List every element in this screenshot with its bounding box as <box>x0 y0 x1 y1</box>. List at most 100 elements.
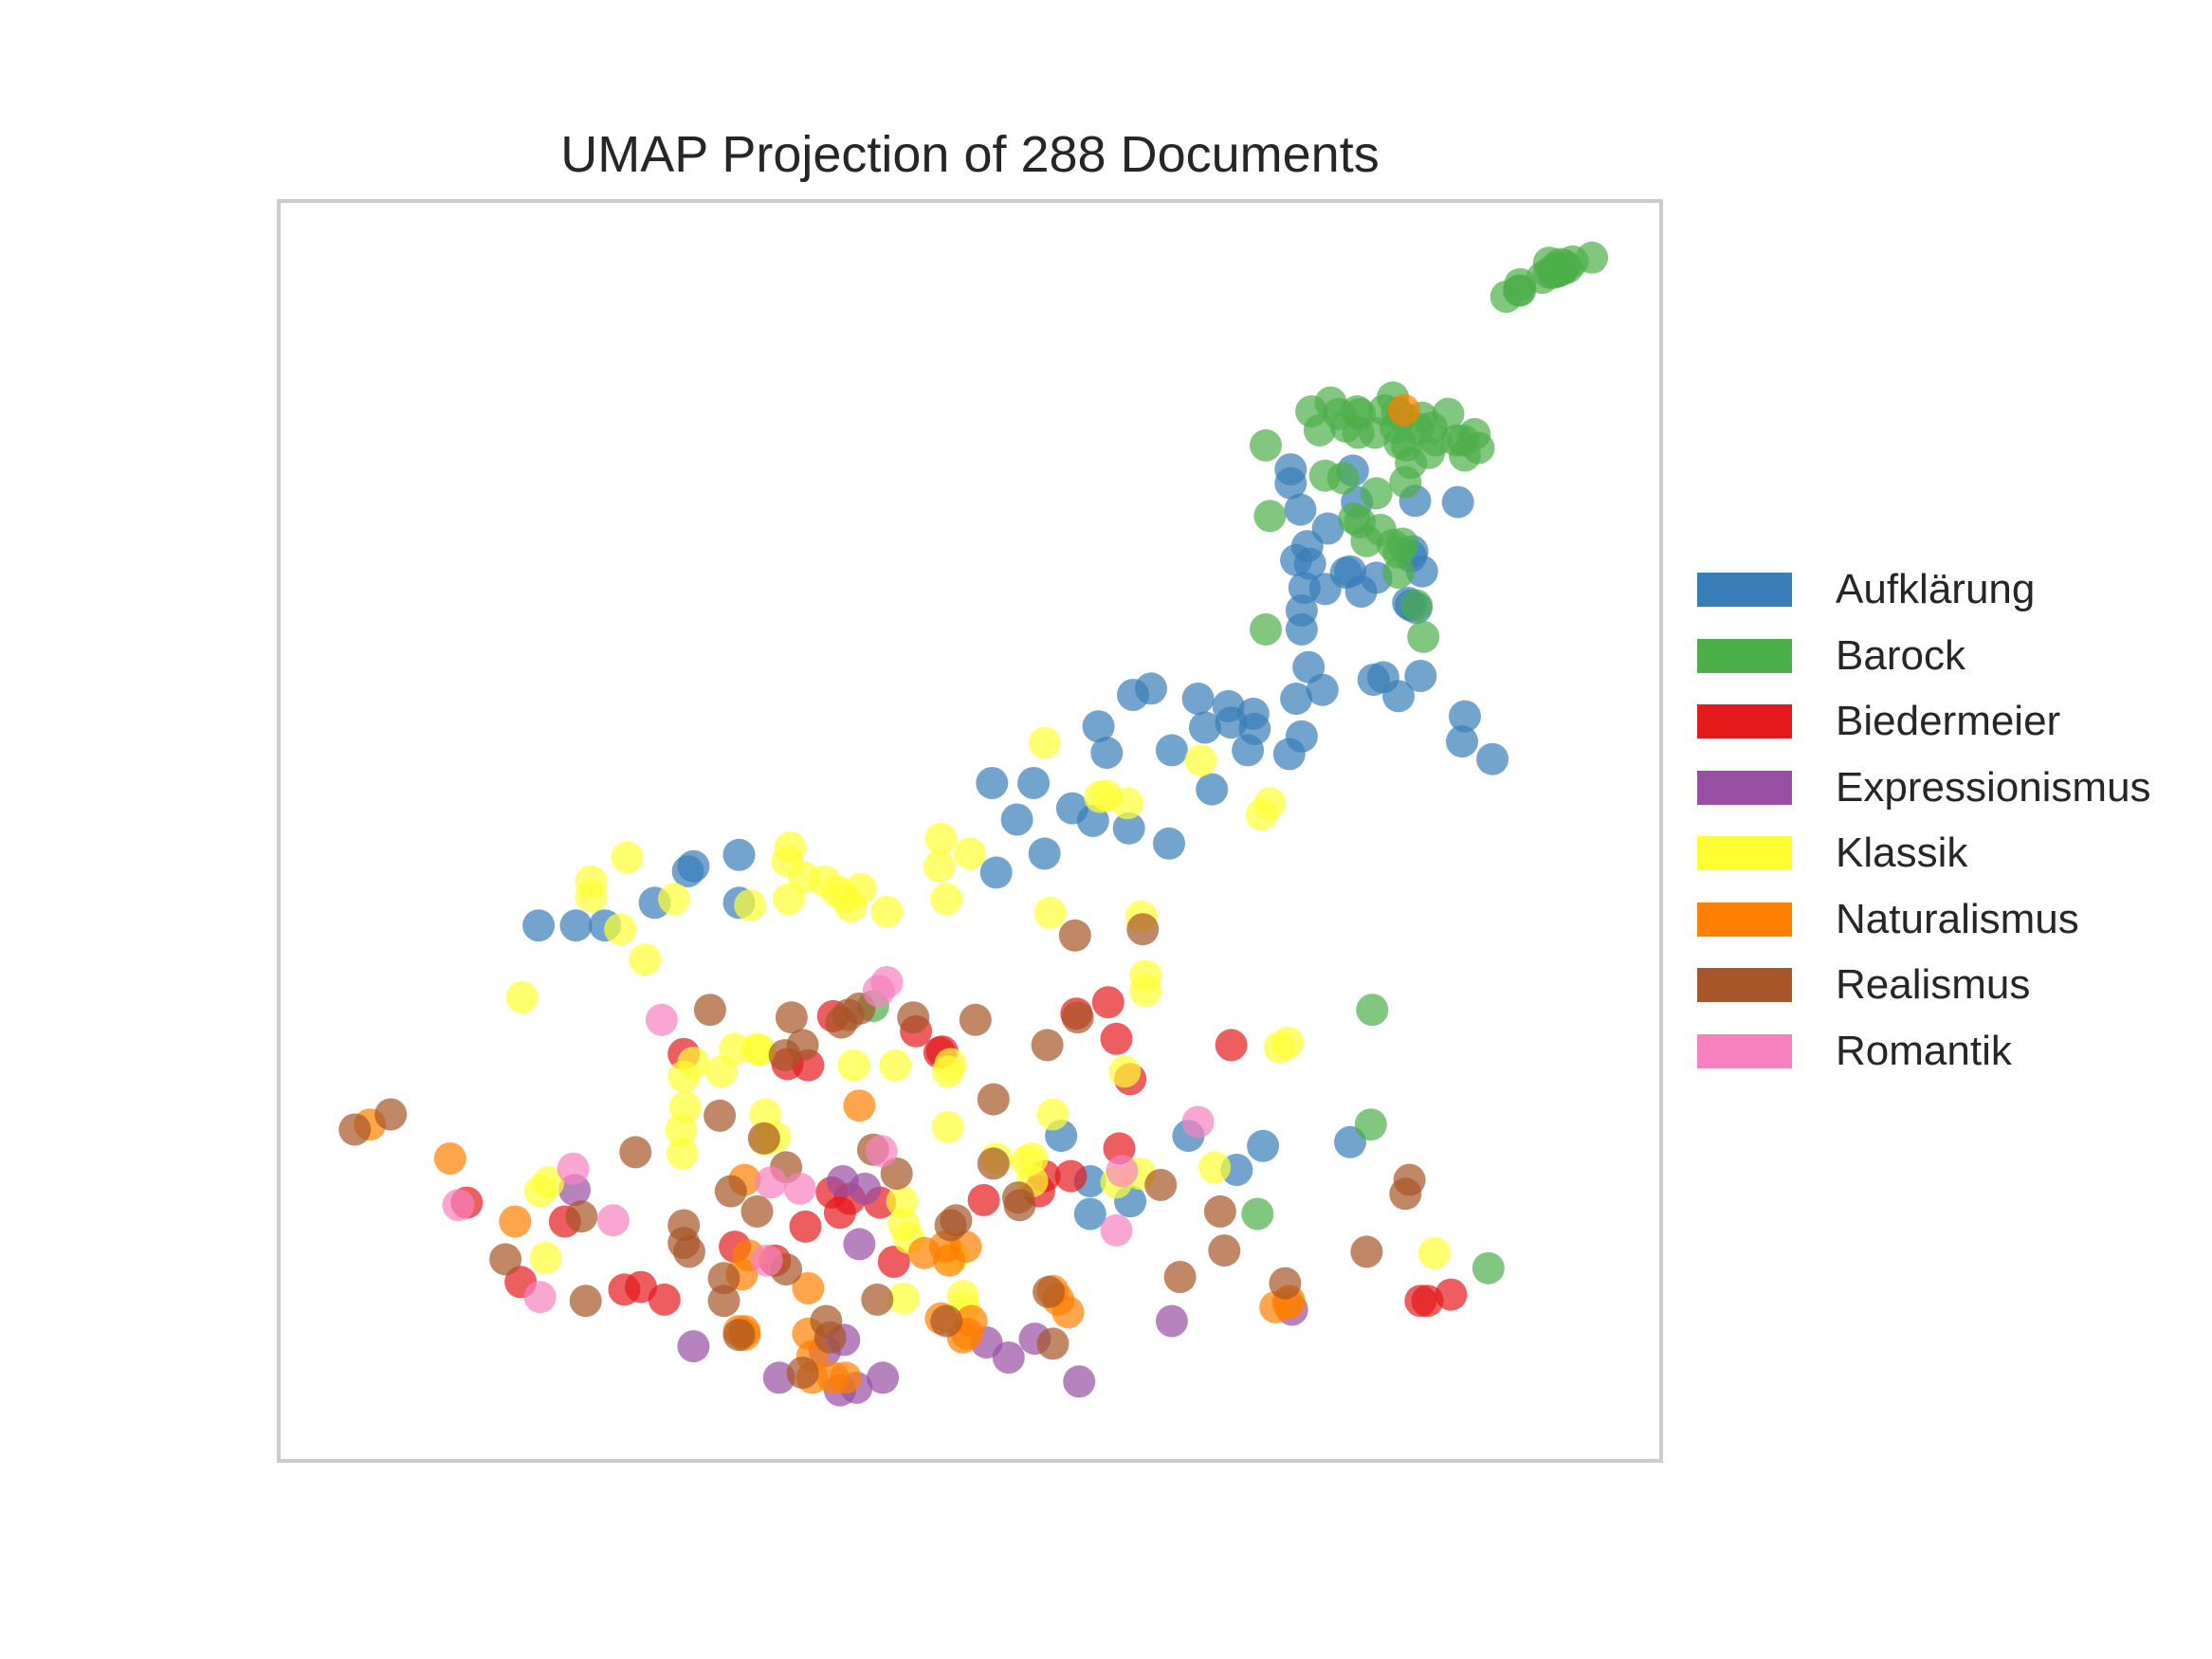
data-point <box>1117 679 1149 711</box>
data-point <box>821 875 853 908</box>
data-point <box>665 1113 698 1146</box>
data-point <box>924 822 958 855</box>
data-point <box>522 909 556 942</box>
data-point <box>955 1304 988 1338</box>
data-point <box>897 1001 930 1034</box>
data-point <box>1106 1155 1139 1188</box>
data-point <box>1000 803 1033 836</box>
data-point <box>1269 1267 1302 1300</box>
data-point <box>1061 1001 1094 1034</box>
legend-swatch <box>1697 836 1792 870</box>
data-point <box>1155 1304 1188 1338</box>
data-point <box>1181 683 1215 715</box>
data-point <box>529 1242 562 1274</box>
data-point <box>1285 720 1318 753</box>
data-point <box>1144 1168 1178 1201</box>
data-point <box>704 1055 738 1088</box>
legend-label: Biedermeier <box>1836 698 2061 744</box>
data-point <box>1253 500 1287 533</box>
data-point <box>867 1361 900 1395</box>
legend-item: Biedermeier <box>1697 698 2209 744</box>
data-point <box>1090 737 1124 770</box>
data-point <box>923 849 956 883</box>
data-point <box>1356 994 1389 1027</box>
legend-item: Romantik <box>1697 1028 2209 1074</box>
legend-item: Barock <box>1697 632 2209 679</box>
data-point <box>629 943 662 976</box>
data-point <box>1390 428 1423 462</box>
data-point <box>1126 913 1160 946</box>
legend-swatch <box>1697 1033 1792 1068</box>
data-point <box>707 1285 740 1318</box>
data-point <box>1017 767 1051 799</box>
data-point <box>1387 393 1420 427</box>
data-point <box>1417 1236 1451 1269</box>
data-point <box>693 994 726 1027</box>
data-point <box>557 1152 590 1185</box>
data-point <box>844 872 877 905</box>
data-point <box>1432 397 1465 430</box>
data-point <box>658 883 690 916</box>
data-point <box>677 849 710 883</box>
data-point <box>1280 683 1313 715</box>
data-point <box>1236 697 1270 730</box>
data-point <box>1446 725 1478 758</box>
data-point <box>837 1048 870 1082</box>
data-point <box>1274 466 1307 500</box>
data-point <box>722 1319 756 1352</box>
data-point <box>786 1029 819 1062</box>
data-point <box>1377 528 1410 561</box>
data-point <box>1112 811 1145 845</box>
data-point <box>1033 1275 1066 1308</box>
data-point <box>977 1147 1010 1180</box>
data-point <box>1129 975 1162 1008</box>
data-point <box>931 1110 964 1143</box>
data-point <box>1203 1194 1236 1228</box>
data-point <box>1188 711 1221 744</box>
data-point <box>1344 505 1377 538</box>
data-point <box>442 1189 475 1222</box>
data-point <box>645 1003 678 1036</box>
legend-swatch <box>1697 968 1792 1002</box>
data-point <box>930 883 963 916</box>
data-point <box>940 1204 973 1237</box>
data-point <box>569 1285 602 1318</box>
data-point <box>619 1136 652 1169</box>
data-point <box>747 1121 780 1155</box>
data-point <box>792 1271 825 1304</box>
data-point <box>870 895 904 928</box>
data-point <box>1184 744 1217 777</box>
data-point <box>1058 919 1091 952</box>
data-point <box>1407 620 1440 653</box>
data-point <box>1490 281 1523 313</box>
data-point <box>1108 1055 1142 1088</box>
legend-swatch <box>1697 770 1792 805</box>
data-point <box>611 841 644 874</box>
data-point <box>1405 555 1438 588</box>
data-point <box>375 1098 408 1131</box>
data-point <box>1155 734 1188 767</box>
data-point <box>673 1235 705 1268</box>
data-point <box>1033 896 1067 929</box>
data-point <box>1285 593 1318 627</box>
data-point <box>559 909 593 942</box>
data-point <box>740 1032 774 1066</box>
series-barock <box>856 241 1609 1285</box>
legend-swatch <box>1697 573 1792 607</box>
data-point <box>1399 589 1433 622</box>
data-point <box>934 1048 967 1081</box>
legend-label: Naturalismus <box>1836 895 2079 942</box>
data-point <box>954 837 986 870</box>
data-point <box>992 1341 1025 1374</box>
data-point <box>1153 827 1185 860</box>
data-point <box>1360 477 1393 510</box>
data-point <box>1354 1108 1387 1141</box>
data-point <box>1003 1189 1036 1222</box>
data-point <box>1292 650 1325 684</box>
data-point <box>596 1204 630 1237</box>
data-point <box>707 1262 740 1295</box>
data-point <box>1311 512 1344 545</box>
points-layer <box>338 241 1609 1407</box>
data-point <box>755 1166 787 1199</box>
